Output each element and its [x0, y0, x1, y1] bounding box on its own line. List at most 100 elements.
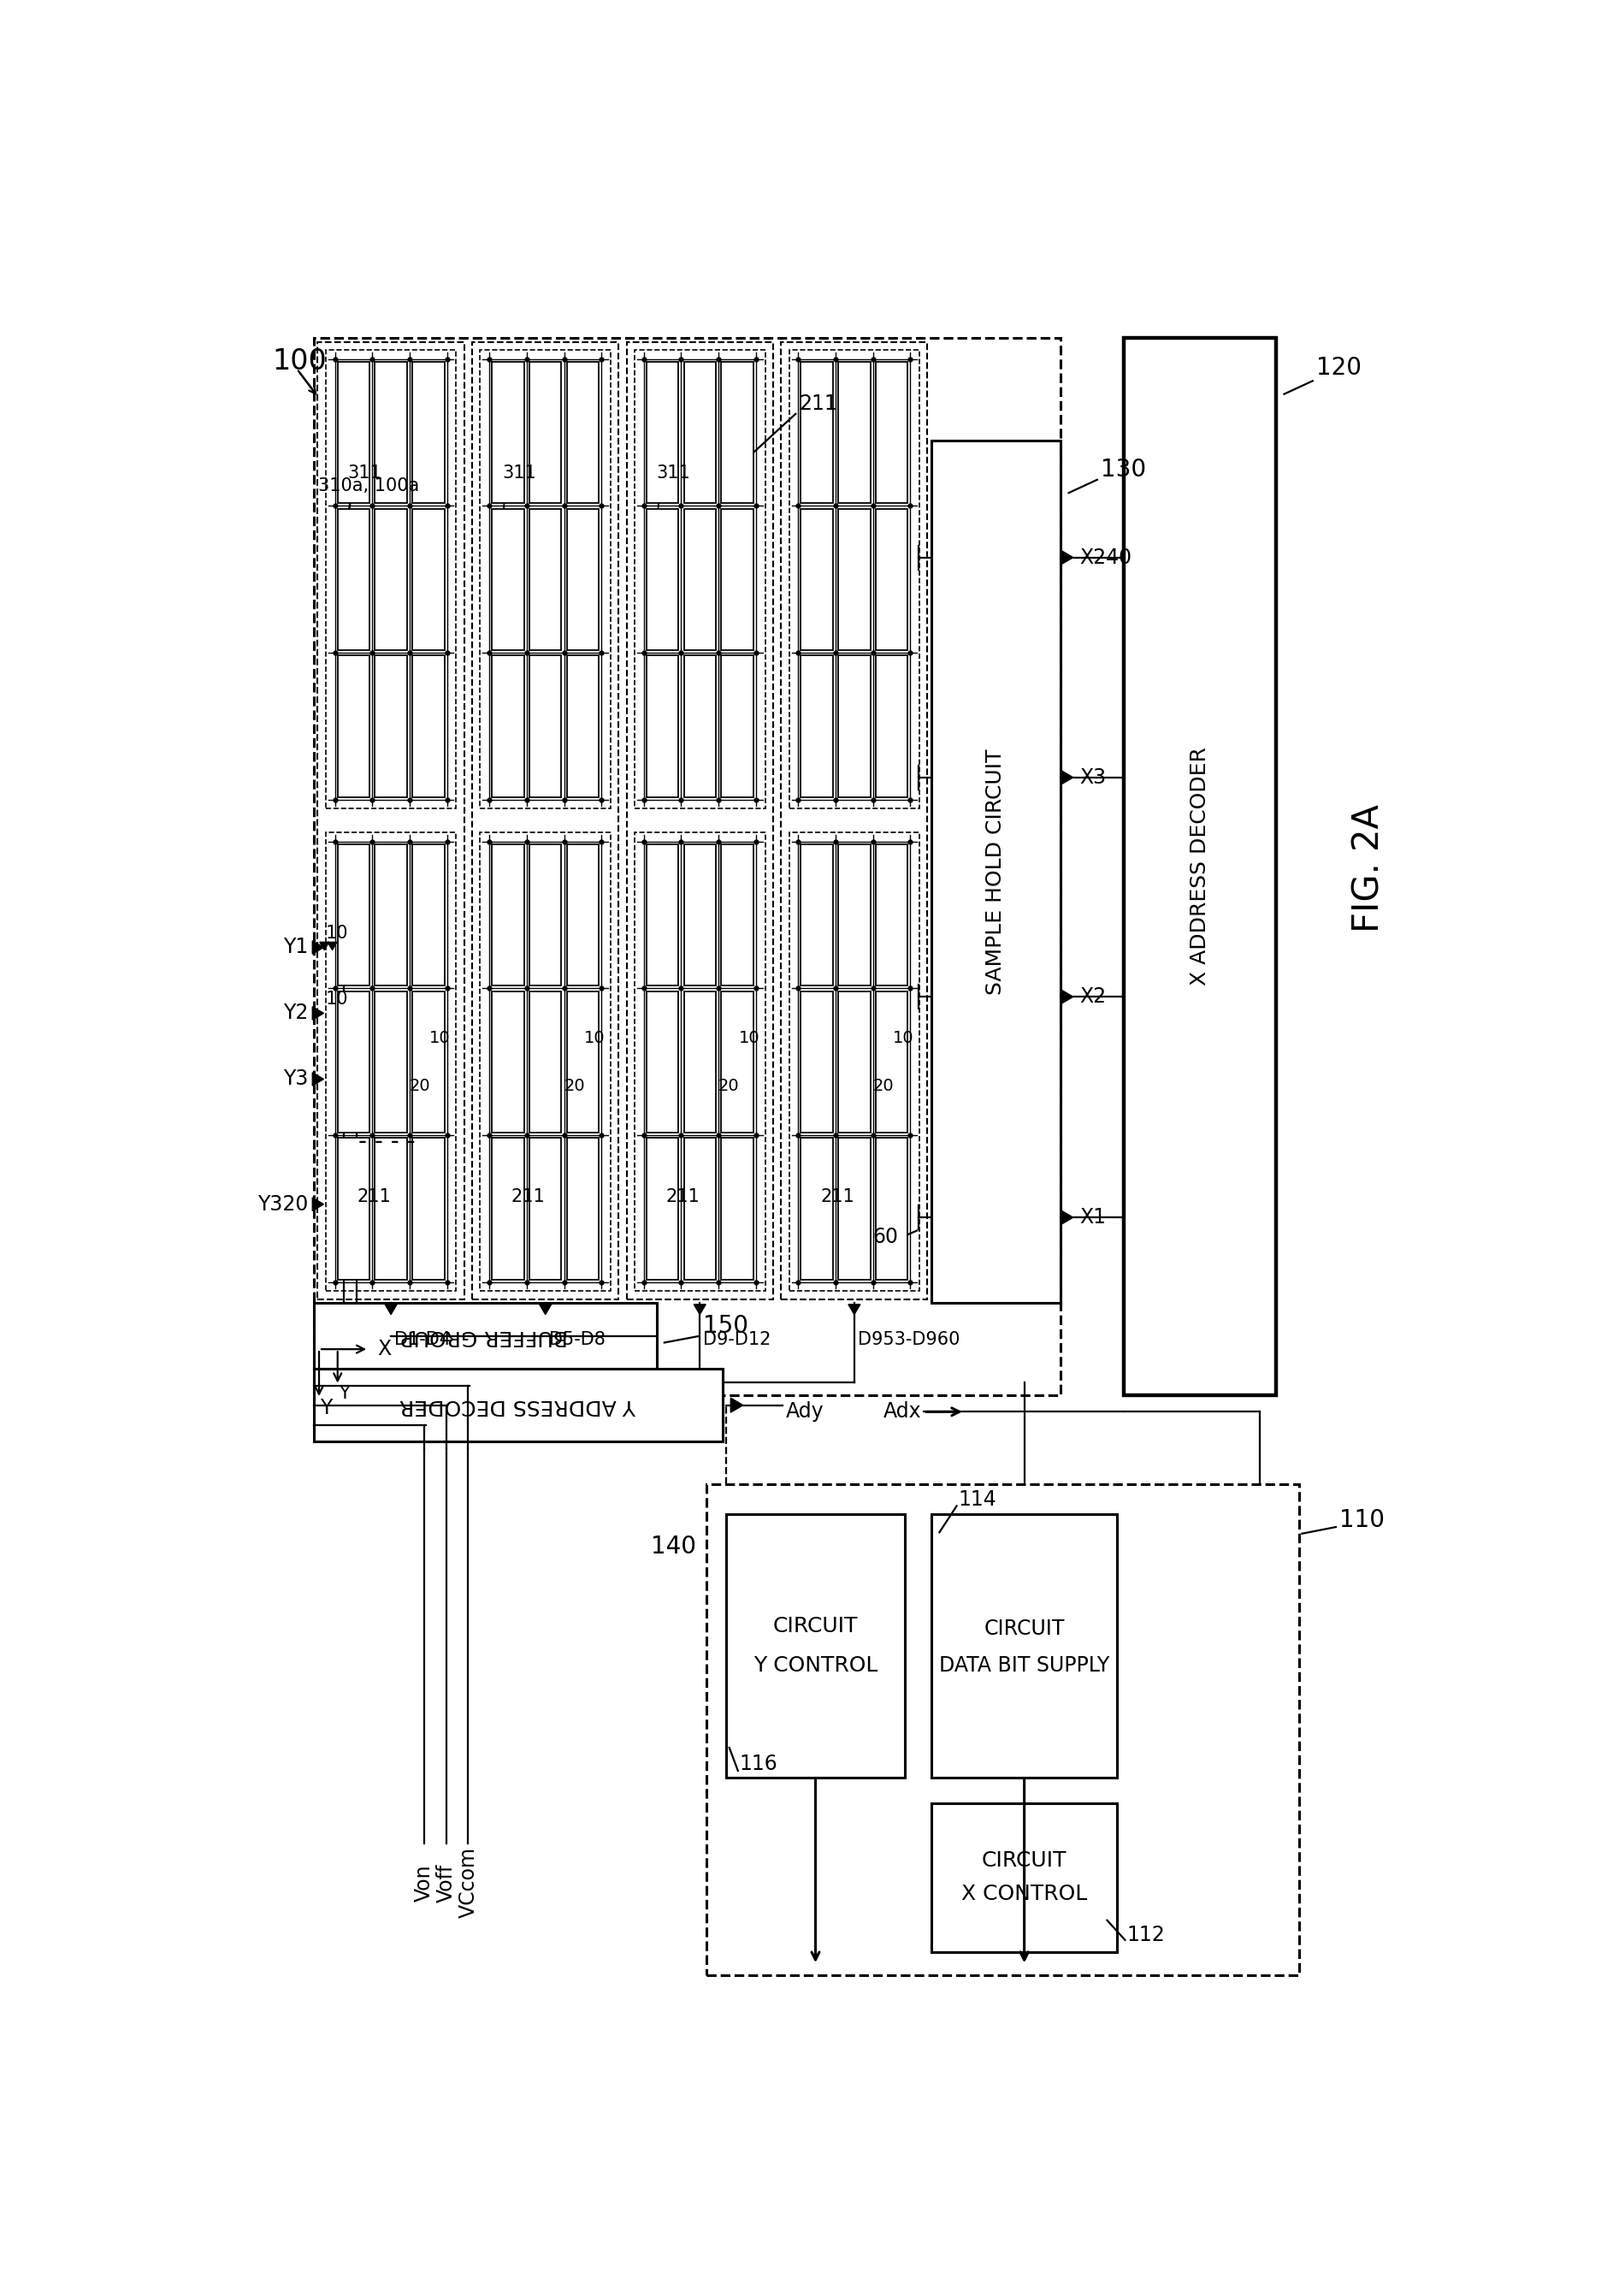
Polygon shape: [327, 941, 337, 951]
Bar: [567, 1139, 599, 1279]
Bar: [876, 992, 908, 1132]
Bar: [413, 363, 444, 503]
Text: X ADDRESS DECODER: X ADDRESS DECODER: [1190, 746, 1209, 985]
Polygon shape: [848, 1304, 860, 1316]
Bar: [325, 349, 457, 808]
Polygon shape: [695, 1304, 706, 1316]
Text: X CONTROL: X CONTROL: [962, 1883, 1088, 1903]
Bar: [646, 363, 678, 503]
Text: CIRCUIT: CIRCUIT: [981, 1851, 1067, 1871]
Bar: [839, 1139, 871, 1279]
Bar: [839, 363, 871, 503]
Bar: [788, 833, 920, 1290]
Text: 112: 112: [1127, 1924, 1166, 1945]
Bar: [529, 654, 562, 797]
Text: 60: 60: [873, 1226, 899, 1247]
Bar: [788, 349, 920, 808]
Bar: [492, 992, 525, 1132]
Text: 10: 10: [892, 1029, 915, 1047]
Text: 120: 120: [1316, 356, 1362, 379]
Bar: [646, 845, 678, 985]
Bar: [683, 1139, 716, 1279]
Bar: [492, 363, 525, 503]
Text: X3: X3: [1080, 767, 1106, 788]
Bar: [314, 1368, 722, 1442]
Text: 311: 311: [502, 464, 536, 482]
Bar: [529, 363, 562, 503]
Text: 100: 100: [272, 347, 327, 374]
Bar: [801, 654, 832, 797]
Bar: [646, 992, 678, 1132]
Bar: [720, 845, 753, 985]
Bar: [635, 833, 766, 1290]
Polygon shape: [730, 1398, 743, 1412]
Text: Y2: Y2: [283, 1003, 309, 1024]
Bar: [413, 510, 444, 650]
Bar: [876, 1139, 908, 1279]
Text: - - - -: - - - -: [358, 1130, 414, 1153]
Bar: [338, 1139, 369, 1279]
Bar: [314, 1304, 656, 1368]
Text: 116: 116: [740, 1754, 777, 1775]
Bar: [720, 992, 753, 1132]
Polygon shape: [312, 1199, 324, 1210]
Bar: [839, 845, 871, 985]
Polygon shape: [312, 1072, 324, 1086]
Text: D953-D960: D953-D960: [858, 1332, 960, 1348]
Polygon shape: [312, 941, 324, 953]
Bar: [839, 510, 871, 650]
Text: 211: 211: [512, 1189, 546, 1205]
Polygon shape: [1060, 1210, 1073, 1224]
Text: FIG. 2A: FIG. 2A: [1350, 804, 1387, 932]
Text: 311: 311: [348, 464, 382, 482]
Polygon shape: [385, 1304, 397, 1316]
Text: Voff: Voff: [436, 1864, 457, 1901]
Bar: [481, 349, 610, 808]
Text: 311: 311: [657, 464, 691, 482]
Text: CIRCUIT: CIRCUIT: [984, 1619, 1065, 1639]
Polygon shape: [319, 941, 329, 951]
Polygon shape: [312, 1006, 324, 1019]
Bar: [720, 654, 753, 797]
Bar: [376, 363, 406, 503]
Text: Y CONTROL: Y CONTROL: [753, 1655, 877, 1676]
Bar: [801, 992, 832, 1132]
Bar: [876, 363, 908, 503]
Bar: [627, 342, 772, 1300]
Text: 130: 130: [1101, 457, 1146, 482]
Bar: [635, 349, 766, 808]
Bar: [473, 342, 618, 1300]
Bar: [720, 363, 753, 503]
Text: CIRCUIT: CIRCUIT: [772, 1616, 858, 1637]
Bar: [376, 1139, 406, 1279]
Bar: [876, 510, 908, 650]
Polygon shape: [1060, 990, 1073, 1003]
Bar: [683, 510, 716, 650]
Text: 20: 20: [873, 1077, 894, 1095]
Bar: [492, 845, 525, 985]
Bar: [720, 510, 753, 650]
Bar: [567, 845, 599, 985]
Bar: [706, 1483, 1300, 1975]
Bar: [780, 342, 928, 1300]
Bar: [492, 510, 525, 650]
Bar: [481, 833, 610, 1290]
Text: X2: X2: [1080, 987, 1106, 1008]
Text: Y ADDRESS DECODER: Y ADDRESS DECODER: [400, 1396, 636, 1414]
Bar: [720, 1139, 753, 1279]
Bar: [931, 1513, 1117, 1777]
Text: 150: 150: [703, 1313, 748, 1339]
Text: 10: 10: [429, 1029, 450, 1047]
Bar: [931, 1805, 1117, 1952]
Text: DATA BIT SUPPLY: DATA BIT SUPPLY: [939, 1655, 1109, 1676]
Text: Y320: Y320: [257, 1194, 309, 1215]
Text: VCcom: VCcom: [458, 1848, 479, 1917]
Text: X: X: [377, 1339, 392, 1359]
Text: 211: 211: [665, 1189, 699, 1205]
Text: 211: 211: [798, 393, 837, 413]
Bar: [413, 992, 444, 1132]
Text: 10: 10: [584, 1029, 606, 1047]
Text: BUFFER GROUP: BUFFER GROUP: [402, 1325, 568, 1345]
Bar: [839, 992, 871, 1132]
Bar: [338, 992, 369, 1132]
